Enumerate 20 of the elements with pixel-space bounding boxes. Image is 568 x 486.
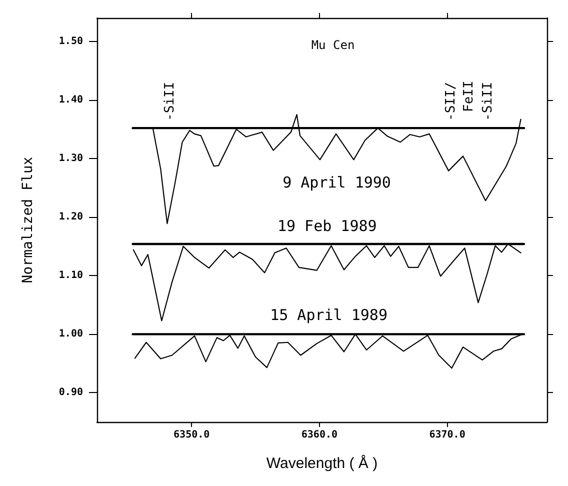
annotation: -SiII [480, 82, 496, 121]
y-tick-label: 1.30 [58, 153, 83, 164]
x-axis-title: Wavelength ( Å ) [266, 454, 378, 472]
y-tick-label: 1.40 [58, 94, 83, 106]
annotation: -SiII [162, 82, 178, 121]
x-tick-label: 6360.0 [301, 430, 338, 440]
y-tick-label: 1.00 [58, 328, 83, 340]
series-label: 9 April 1990 [282, 173, 391, 192]
y-tick-label: 1.20 [58, 212, 83, 223]
y-tick-label: 1.50 [58, 36, 83, 47]
y-tick-label: 1.10 [58, 270, 83, 282]
text: Mu Cen [311, 38, 355, 52]
annotation: FeII [462, 80, 476, 112]
series-label: 19 Feb 1989 [277, 216, 377, 235]
x-tick-label: 6370.0 [429, 430, 466, 440]
y-axis-title: Normalized Flux [20, 156, 36, 284]
y-tick-label: 0.90 [58, 387, 83, 398]
x-tick-label: 6350.0 [174, 430, 210, 440]
annotation: -SII/ [444, 82, 458, 121]
series-label: 15 April 1989 [270, 306, 388, 324]
